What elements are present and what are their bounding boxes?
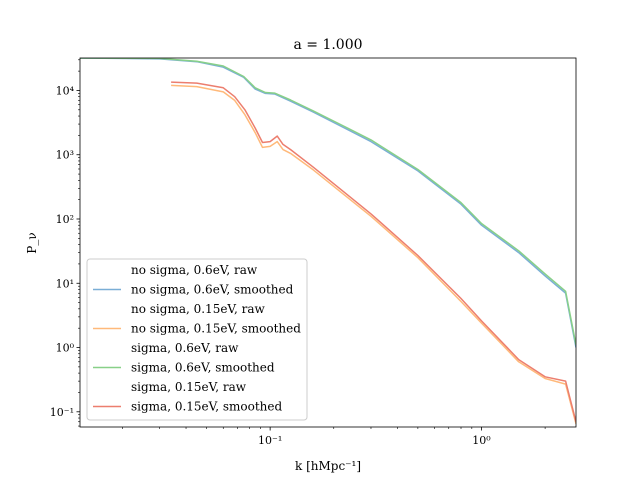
legend: no sigma, 0.6eV, raw no sigma, 0.6eV, smo… — [86, 258, 308, 421]
y-tick-label: 10⁴ — [56, 84, 75, 97]
legend-label-2: no sigma, 0.15eV, raw — [131, 302, 266, 316]
x-axis-ticks: 10⁻¹ 10⁰ — [122, 427, 546, 447]
x-tick-label: 10⁰ — [472, 434, 491, 447]
y-tick-label: 10⁻¹ — [50, 406, 74, 419]
legend-label-6: sigma, 0.15eV, raw — [131, 380, 247, 394]
legend-label-3: no sigma, 0.15eV, smoothed — [131, 322, 301, 336]
legend-entries: no sigma, 0.6eV, raw no sigma, 0.6eV, smo… — [93, 263, 301, 414]
legend-box — [86, 258, 308, 421]
series-lines — [80, 58, 576, 424]
legend-label-1: no sigma, 0.6eV, smoothed — [131, 283, 294, 297]
y-tick-label: 10³ — [56, 149, 74, 162]
x-axis-label: k [hMpc⁻¹] — [295, 459, 361, 473]
series-line-7 — [171, 81, 576, 422]
series-line-1 — [80, 58, 576, 348]
series-line-5 — [80, 58, 576, 346]
legend-label-0: no sigma, 0.6eV, raw — [131, 263, 258, 277]
x-tick-label: 10⁻¹ — [258, 434, 282, 447]
legend-label-7: sigma, 0.15eV, smoothed — [131, 400, 282, 414]
plot-frame — [79, 57, 577, 428]
series-line-3 — [171, 84, 576, 424]
y-tick-label: 10¹ — [56, 277, 74, 290]
chart-title: a = 1.000 — [293, 37, 362, 53]
y-tick-label: 10² — [56, 213, 74, 226]
y-tick-label: 10⁰ — [56, 342, 75, 355]
y-axis-label: P_ν — [25, 232, 39, 253]
legend-label-5: sigma, 0.6eV, smoothed — [131, 361, 275, 375]
legend-label-4: sigma, 0.6eV, raw — [131, 341, 239, 355]
y-axis-ticks: 10⁻¹ 10⁰ 10¹ 10² 10³ 10⁴ — [50, 59, 80, 427]
